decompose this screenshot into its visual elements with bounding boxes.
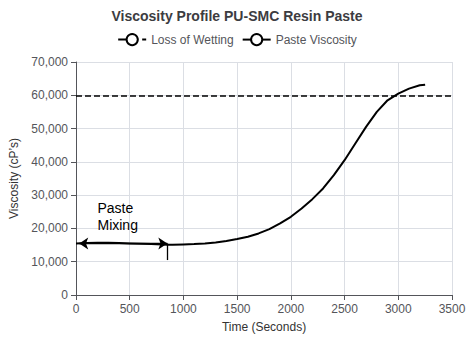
svg-text:1000: 1000: [170, 302, 197, 316]
svg-text:70,000: 70,000: [31, 55, 68, 69]
svg-text:0: 0: [73, 302, 80, 316]
svg-text:Viscosity (cP’s): Viscosity (cP’s): [7, 138, 21, 219]
svg-text:40,000: 40,000: [31, 155, 68, 169]
svg-text:30,000: 30,000: [31, 188, 68, 202]
svg-text:50,000: 50,000: [31, 122, 68, 136]
svg-text:Loss of Wetting: Loss of Wetting: [151, 33, 234, 47]
svg-text:0: 0: [61, 288, 68, 302]
svg-text:Time (Seconds): Time (Seconds): [222, 320, 306, 334]
svg-text:20,000: 20,000: [31, 221, 68, 235]
svg-text:1500: 1500: [224, 302, 251, 316]
svg-text:Mixing: Mixing: [97, 217, 137, 233]
svg-text:10,000: 10,000: [31, 255, 68, 269]
svg-text:Paste: Paste: [97, 200, 133, 216]
svg-text:500: 500: [120, 302, 140, 316]
svg-text:2000: 2000: [278, 302, 305, 316]
svg-text:3500: 3500: [439, 302, 466, 316]
svg-text:Paste Viscosity: Paste Viscosity: [276, 33, 357, 47]
svg-text:2500: 2500: [331, 302, 358, 316]
svg-text:60,000: 60,000: [31, 88, 68, 102]
svg-text:3000: 3000: [385, 302, 412, 316]
svg-text:Viscosity Profile PU-SMC Resin: Viscosity Profile PU-SMC Resin Paste: [111, 8, 362, 24]
